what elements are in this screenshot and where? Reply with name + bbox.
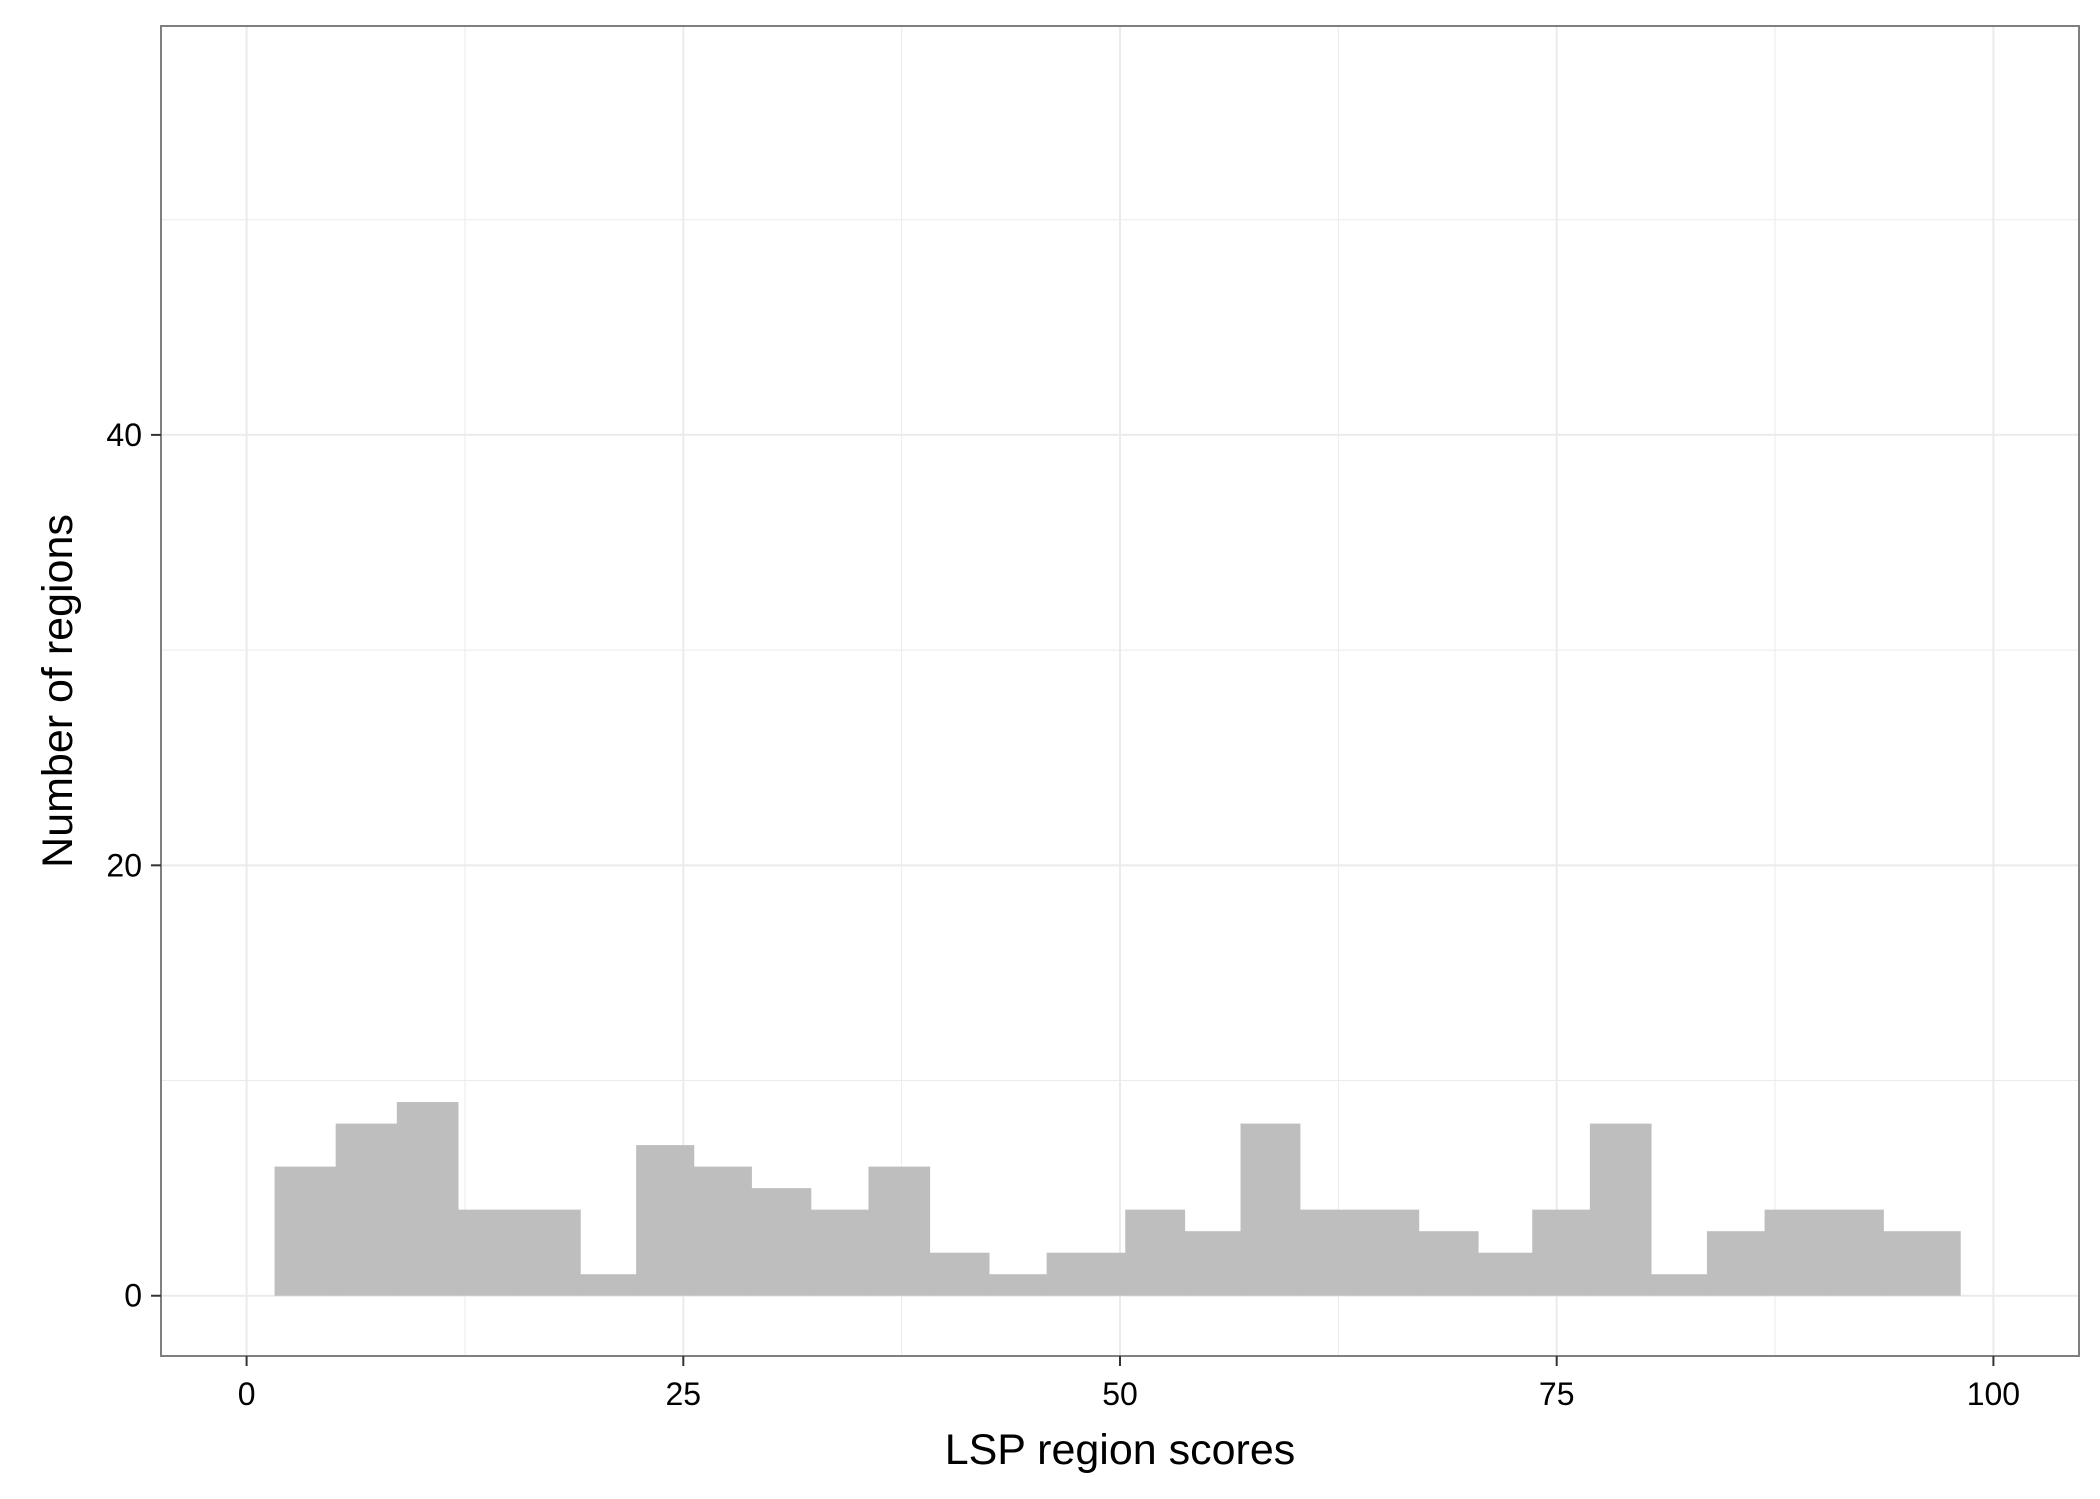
histogram-bar xyxy=(1589,1123,1652,1296)
histogram-bar xyxy=(335,1123,398,1296)
histogram-bar xyxy=(1883,1231,1961,1296)
histogram-bar xyxy=(1418,1231,1479,1296)
histogram-bar xyxy=(1651,1274,1708,1296)
histogram-bar xyxy=(1823,1209,1884,1296)
histogram-bar xyxy=(636,1145,695,1296)
x-tick-label: 0 xyxy=(238,1376,256,1412)
histogram-bar xyxy=(1706,1231,1766,1296)
y-axis: 0 20 40 xyxy=(106,417,161,1314)
histogram-bar xyxy=(396,1102,459,1296)
histogram-bar xyxy=(457,1209,520,1296)
x-axis-title: LSP region scores xyxy=(945,1426,1296,1474)
histogram-bar xyxy=(988,1274,1048,1296)
x-axis: 0 25 50 75 100 xyxy=(238,1356,2020,1412)
histogram-bar xyxy=(1125,1209,1186,1296)
gridlines xyxy=(161,26,2079,1356)
histogram-bar xyxy=(751,1188,812,1296)
histogram-bar xyxy=(1046,1252,1126,1296)
histogram-bar xyxy=(693,1166,752,1296)
histogram-bar xyxy=(519,1209,581,1296)
x-tick-label: 25 xyxy=(666,1376,702,1412)
histogram-bar xyxy=(1359,1209,1420,1296)
histogram-bars xyxy=(274,1102,1961,1296)
y-tick-label: 40 xyxy=(106,417,142,453)
histogram-bar xyxy=(580,1274,637,1296)
histogram-bar xyxy=(274,1166,337,1296)
y-tick-label: 20 xyxy=(106,847,142,883)
histogram-bar xyxy=(1240,1123,1301,1296)
y-tick-label: 0 xyxy=(124,1278,142,1314)
x-tick-label: 100 xyxy=(1967,1376,2020,1412)
histogram-bar xyxy=(1299,1209,1360,1296)
x-tick-label: 75 xyxy=(1539,1376,1575,1412)
histogram-bar xyxy=(1478,1252,1533,1296)
histogram-bar xyxy=(868,1166,931,1296)
histogram-bar xyxy=(1532,1209,1591,1296)
histogram-bar xyxy=(1184,1231,1242,1296)
y-axis-title: Number of regions xyxy=(34,514,82,868)
histogram-bar xyxy=(1764,1209,1825,1296)
x-tick-label: 50 xyxy=(1102,1376,1138,1412)
histogram-bar xyxy=(810,1209,869,1296)
histogram-bar xyxy=(929,1252,990,1296)
